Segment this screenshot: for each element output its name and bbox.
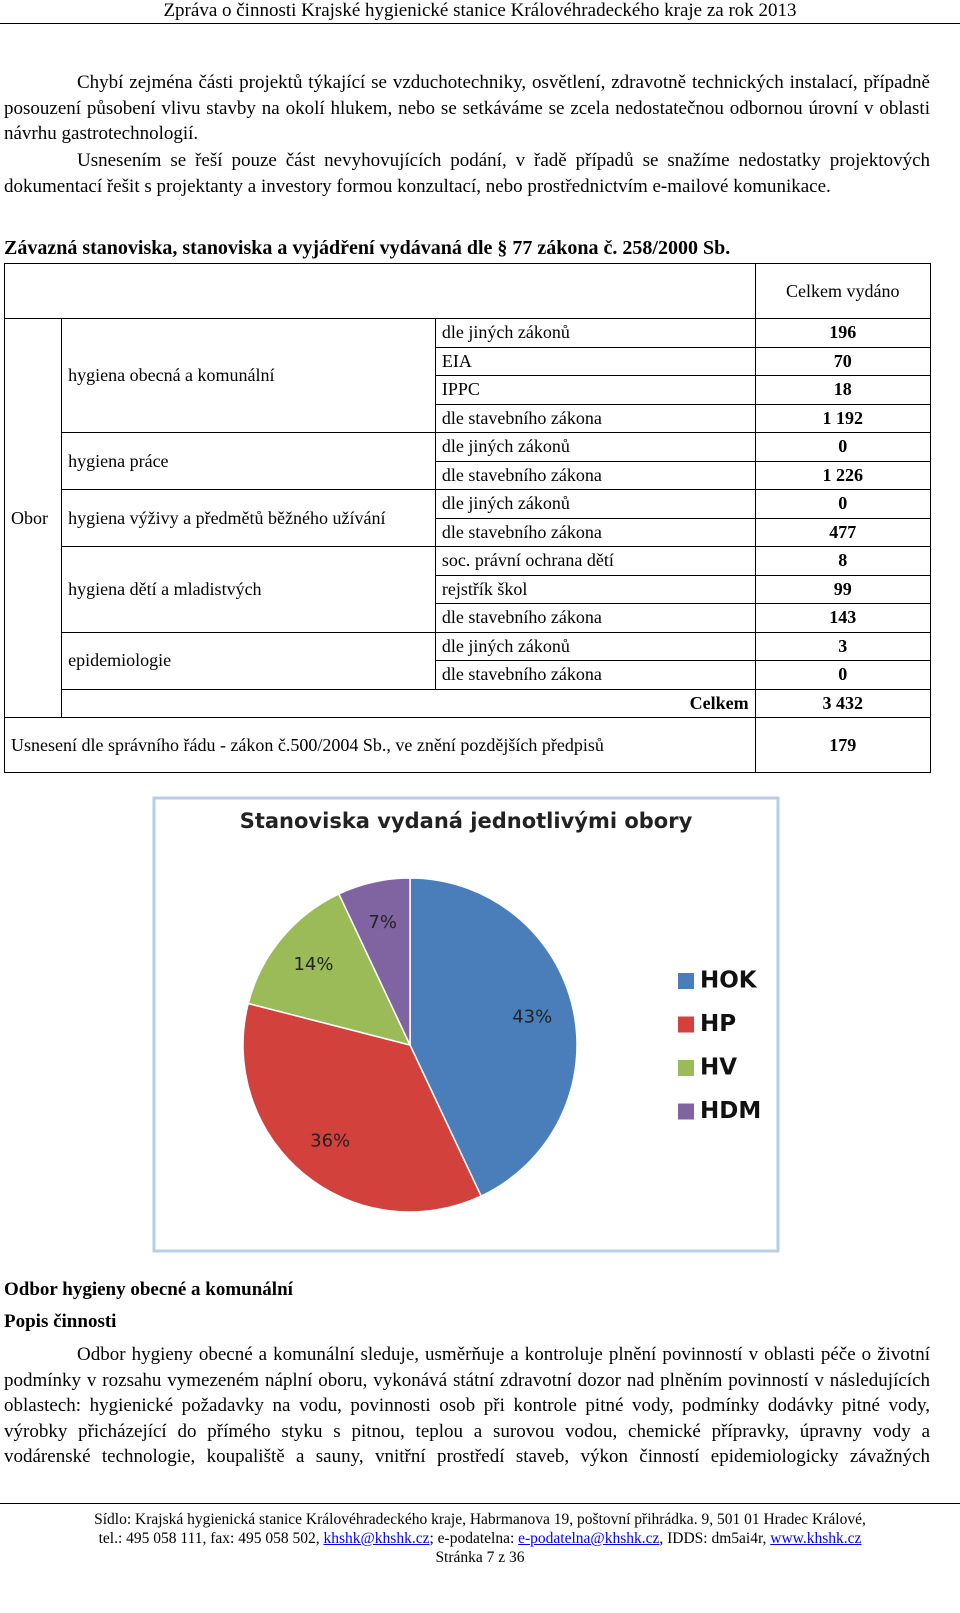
slice-label: 36%: [310, 1131, 350, 1152]
paragraph: Chybí zejména části projektů týkající se…: [4, 72, 930, 144]
value: 99: [754, 574, 932, 604]
legend-swatch: [678, 973, 694, 989]
table-row: epidemiologie dle jiných zákonů 3: [5, 631, 932, 690]
table-row: hygiena práce dle jiných zákonů 0: [5, 432, 932, 490]
legend-label: HV: [700, 1055, 737, 1081]
table-row: Celkem vydáno: [4, 263, 932, 319]
page-number: Stránka 7 z 36: [435, 1549, 525, 1566]
table-row: dle stavebního zákona 143: [5, 603, 932, 633]
sub-label: soc. právní ochrana dětí: [434, 546, 756, 576]
legend-label: HP: [700, 1011, 736, 1037]
web-link[interactable]: www.khshk.cz: [770, 1530, 862, 1547]
sub-label: dle stavebního zákona: [434, 603, 756, 633]
pie-slice: [409, 877, 578, 1198]
legend-label: HOK: [700, 968, 758, 994]
sub-label: dle stavebního zákona: [434, 660, 756, 690]
pie-chart: Stanoviska vydaná jednotlivými obory 43%…: [152, 796, 780, 1253]
sub-label: dle jiných zákonů: [434, 489, 756, 519]
value: 3: [754, 631, 932, 661]
sub-label: IPPC: [434, 375, 756, 405]
value: 196: [754, 318, 932, 348]
value: 8: [754, 546, 932, 576]
legend-swatch: [678, 1103, 694, 1120]
table-row: dle stavebního zákona 1 192: [5, 403, 932, 433]
value: 477: [754, 517, 932, 547]
sub-label: dle stavebního zákona: [434, 403, 756, 433]
value: 18: [754, 375, 932, 405]
total-value: 3 432: [754, 688, 932, 718]
pie-slice: [247, 892, 412, 1047]
table-row: IPPC 18: [5, 375, 932, 405]
value: 1 192: [754, 403, 932, 433]
value: 70: [754, 346, 932, 376]
table-row: hygiena výživy a předmětů běžného užíván…: [5, 489, 932, 547]
section-subtitle: Popis činnosti: [4, 1311, 117, 1332]
table-row: rejstřík škol 99: [5, 574, 932, 604]
footer-line: tel.: 495 058 111, fax: 495 058 502, khs…: [0, 1529, 960, 1548]
column-header: Celkem vydáno: [754, 263, 932, 319]
group-name: hygiena obecná a komunální: [61, 318, 436, 433]
table-row: dle stavebního zákona 477: [5, 517, 932, 547]
email-link[interactable]: khshk@khshk.cz: [323, 1530, 430, 1547]
table-row: Usnesení dle správního řádu - zákon č.50…: [4, 717, 932, 773]
resolution-value: 179: [754, 717, 932, 773]
footer-text: ; e-podatelna:: [429, 1530, 519, 1547]
value: 0: [754, 660, 932, 690]
table-row: dle stavebního zákona 0: [5, 660, 932, 690]
table-row: Celkem 3 432: [5, 688, 932, 718]
legend-label: HDM: [700, 1098, 761, 1124]
table-row: hygiena dětí a mladistvých soc. právní oc…: [5, 546, 932, 633]
group-name: epidemiologie: [61, 631, 436, 690]
paragraph: Usnesením se řeší pouze část nevyhovujíc…: [4, 150, 930, 197]
table-row: Obor hygiena obecná a komunální dle jiných…: [3, 318, 932, 718]
table: Celkem vydáno Obor hygiena obecná a komuná…: [3, 263, 932, 773]
footer: Sídlo: Krajská hygienická stanice Králov…: [0, 1503, 960, 1567]
pie-slice: [242, 1002, 483, 1213]
section-title: Odbor hygieny obecné a komunální: [4, 1279, 293, 1300]
total-label: Celkem: [61, 688, 756, 718]
sub-label: dle jiných zákonů: [434, 432, 756, 462]
resolution-label: Usnesení dle správního řádu - zákon č.50…: [4, 717, 756, 773]
row-label: Obor: [3, 318, 63, 718]
table-row: dle stavebního zákona 1 226: [5, 460, 932, 490]
legend-swatch: [678, 1016, 694, 1033]
sub-label: dle jiných zákonů: [434, 318, 756, 348]
value: 0: [754, 432, 932, 462]
group-name: hygiena výživy a předmětů běžného užíván…: [61, 489, 436, 547]
footer-line: Sídlo: Krajská hygienická stanice Králov…: [94, 1511, 866, 1528]
sub-label: dle stavebního zákona: [434, 460, 756, 490]
sub-label: dle stavebního zákona: [434, 517, 756, 547]
chart-title: Stanoviska vydaná jednotlivými obory: [240, 809, 693, 833]
pie-slice: [337, 877, 411, 1046]
value: 0: [754, 489, 932, 519]
sub-label: dle jiných zákonů: [434, 631, 756, 661]
email-link[interactable]: e-podatelna@khshk.cz: [518, 1530, 660, 1547]
sub-label: EIA: [434, 346, 756, 376]
table-heading: Závazná stanoviska, stanoviska a vyjádře…: [4, 237, 731, 259]
value: 1 226: [754, 460, 932, 490]
group-name: hygiena práce: [61, 432, 436, 490]
table-row: EIA 70: [5, 346, 932, 376]
header-title: Zpráva o činnosti Krajské hygienické sta…: [0, 0, 960, 24]
footer-text: , IDDS: dm5ai4r,: [659, 1530, 771, 1547]
slice-label: 7%: [368, 912, 397, 933]
slice-label: 14%: [293, 954, 333, 975]
footer-text: tel.: 495 058 111, fax: 495 058 502,: [98, 1530, 324, 1547]
value: 143: [754, 603, 932, 633]
empty-cell: [4, 263, 756, 319]
legend-swatch: [678, 1060, 694, 1076]
group-name: hygiena dětí a mladistvých: [61, 546, 436, 633]
paragraph: Odbor hygieny obecné a komunální sleduje…: [4, 1344, 930, 1472]
sub-label: rejstřík škol: [434, 574, 756, 604]
slice-label: 43%: [512, 1007, 552, 1028]
